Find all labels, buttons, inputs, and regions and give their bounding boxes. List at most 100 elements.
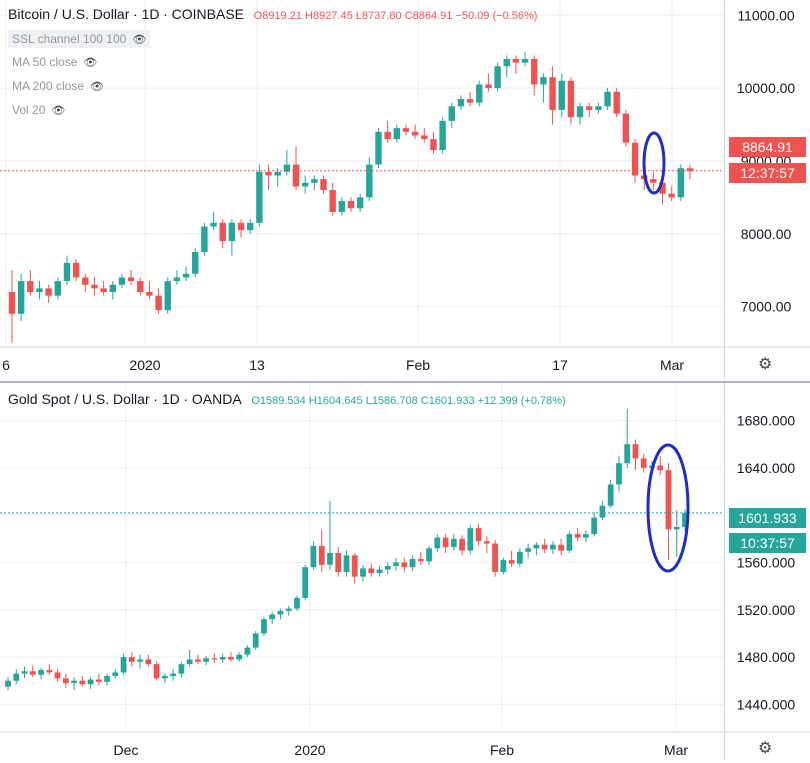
candle-body (71, 680, 77, 684)
candle-body (327, 552, 333, 565)
x-tick-label: Feb (490, 742, 514, 758)
candle-body (109, 284, 116, 293)
candle-body (145, 659, 152, 665)
candle-body (682, 512, 688, 527)
candle-body (485, 84, 492, 89)
candle-body (343, 555, 350, 572)
candle-body (301, 182, 309, 187)
eye-off-icon[interactable]: 👁︎ (132, 33, 147, 46)
candle-body (500, 560, 507, 572)
indicator-vol[interactable]: Vol 20 👁︎ (12, 103, 65, 117)
candle-body (17, 281, 25, 314)
candle-body (622, 113, 630, 143)
indicator-label: Vol 20 (12, 103, 46, 117)
candle-body (599, 505, 606, 518)
candle-body (210, 222, 217, 227)
candle-body (607, 484, 614, 506)
candle-body (466, 99, 474, 103)
btc-symbol: Bitcoin / U.S. Dollar (8, 6, 130, 22)
candle-body (320, 179, 327, 191)
candle-body (13, 673, 20, 681)
indicator-ma50[interactable]: MA 50 close 👁︎ (12, 55, 97, 69)
candle-body (604, 91, 611, 107)
candle-body (503, 58, 510, 67)
candle-body (360, 568, 366, 577)
btc-legend: Bitcoin / U.S. Dollar · 1D · COINBASE O8… (8, 6, 538, 22)
candle-body (426, 548, 432, 562)
indicator-ma200[interactable]: MA 200 close 👁︎ (12, 79, 104, 93)
x-tick-label: Dec (114, 742, 139, 758)
candle-body (421, 135, 428, 140)
candle-body (128, 657, 135, 662)
candle-body (401, 562, 408, 568)
indicator-label: SSL channel 100 100 (12, 32, 127, 46)
candle-body (302, 567, 309, 598)
candle-body (467, 528, 474, 551)
candle-body (228, 657, 234, 660)
candle-body (417, 558, 424, 562)
gear-icon[interactable]: ⚙ (758, 356, 773, 373)
candle-body (79, 680, 86, 685)
candle-body (356, 197, 364, 209)
candle-body (657, 465, 664, 471)
candle-body (265, 171, 272, 176)
candle-body (161, 675, 168, 679)
x-tick-label: 6 (2, 357, 10, 373)
candle-body (5, 680, 11, 687)
x-tick-label: 17 (552, 357, 568, 373)
candle-body (512, 58, 520, 63)
candle-body (186, 659, 193, 665)
candle-body (613, 91, 620, 114)
highlight-ellipse (646, 443, 690, 573)
candle-body (631, 142, 639, 176)
gold-interval: 1D (161, 391, 180, 407)
candle-body (269, 614, 276, 620)
candle-body (318, 545, 325, 565)
candle-body (640, 458, 647, 468)
candle-body (173, 277, 181, 282)
candle-body (153, 664, 160, 679)
candle-body (100, 288, 107, 293)
candle-body (448, 106, 455, 121)
candle-body (525, 548, 532, 552)
candle-body (104, 675, 110, 682)
x-tick-label: 2020 (294, 742, 325, 758)
gold-time-tag: 10:37:57 (729, 533, 806, 553)
indicator-label: MA 50 close (12, 55, 78, 69)
candle-body (576, 106, 584, 118)
candle-body (219, 657, 226, 660)
candle-body (338, 200, 346, 212)
candle-body (170, 673, 177, 676)
candle-body (137, 281, 144, 293)
y-tick-label: 1560.000 (737, 554, 796, 570)
candle-body (677, 168, 685, 198)
y-tick-label: 1440.000 (737, 696, 796, 712)
candle-body (531, 58, 538, 85)
candle-body (211, 658, 218, 660)
candle-body (261, 619, 267, 634)
candle-body (62, 678, 69, 684)
x-tick-label: 2020 (129, 357, 160, 373)
eye-off-icon[interactable]: 👁︎ (90, 80, 105, 93)
candle-body (375, 131, 382, 165)
candle-body (277, 610, 284, 615)
candle-body (283, 164, 291, 172)
candle-body (195, 659, 201, 662)
candle-body (366, 164, 373, 198)
indicator-ssl[interactable]: SSL channel 100 100 👁︎ (8, 30, 151, 48)
candle-body (376, 569, 383, 574)
candle-body (335, 552, 342, 572)
eye-off-icon[interactable]: 👁︎ (51, 104, 66, 117)
gear-icon[interactable]: ⚙ (758, 740, 773, 757)
eye-off-icon[interactable]: 👁︎ (83, 56, 98, 69)
candle-body (586, 106, 593, 110)
candle-body (457, 99, 465, 107)
candle-body (91, 284, 98, 289)
candle-body (45, 288, 52, 296)
gold-symbol: Gold Spot / U.S. Dollar (8, 391, 150, 407)
btc-ohlc: O8919.21 H8927.45 L8737.80 C8864.91 −50.… (253, 10, 538, 22)
candle-body (87, 679, 94, 685)
candle-body (155, 295, 162, 311)
candle-body (393, 562, 399, 567)
